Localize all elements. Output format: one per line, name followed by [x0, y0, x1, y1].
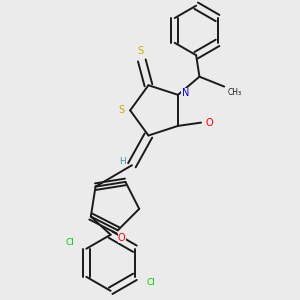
Text: H: H: [118, 158, 125, 166]
Text: N: N: [182, 88, 189, 98]
Text: Cl: Cl: [66, 238, 75, 247]
Text: S: S: [119, 105, 125, 116]
Text: O: O: [118, 232, 126, 243]
Text: S: S: [137, 46, 143, 56]
Text: CH₃: CH₃: [227, 88, 242, 97]
Text: Cl: Cl: [146, 278, 155, 287]
Text: O: O: [206, 118, 213, 128]
